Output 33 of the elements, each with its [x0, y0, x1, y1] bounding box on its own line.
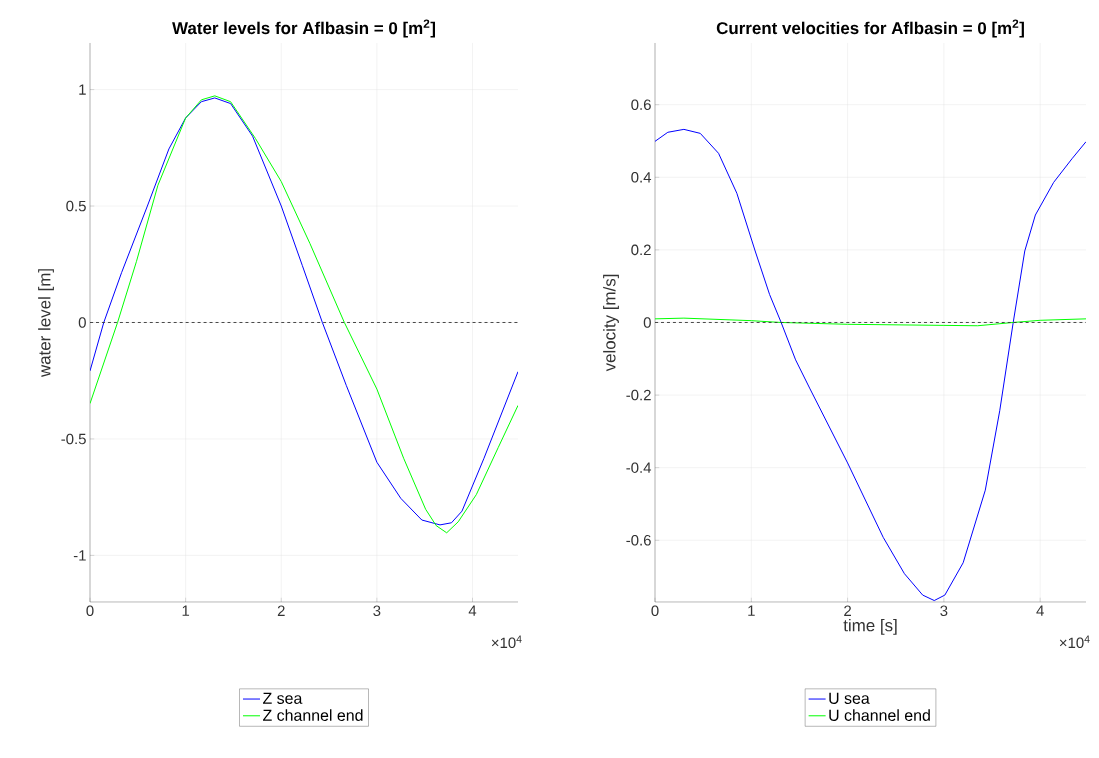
y-tick-label: 0.4	[631, 171, 652, 183]
text: ×10$^{4}$	[491, 635, 522, 649]
x-tick-label: 0	[86, 605, 94, 617]
y-tick-label: -0.6	[626, 534, 651, 546]
y-tick-label: 0.2	[631, 244, 651, 256]
x-tick-label: 1	[748, 605, 755, 616]
x-tick-label: 4	[1036, 605, 1044, 616]
line-series	[655, 317, 1087, 327]
y-axis-title: water level [m]	[38, 269, 54, 378]
x-tick-label: 2	[844, 605, 851, 616]
y-tick-label: -0.2	[626, 389, 651, 401]
y-tick-label: 0.5	[66, 200, 86, 212]
legend-label: U sea	[829, 692, 870, 704]
y-tick-label: 0	[643, 317, 651, 328]
x-tick-label: 4	[468, 605, 477, 616]
legend-label: Z channel end	[263, 709, 363, 721]
legend-label: U channel end	[829, 709, 930, 721]
x-tick-label: 2	[277, 605, 285, 616]
y-tick-label: -0.5	[61, 433, 86, 445]
y-axis-title: velocity [m/s]	[603, 274, 619, 372]
legend-label: Z sea	[263, 692, 303, 704]
y-tick-label: 0.6	[631, 99, 651, 110]
x-axis-title: time [s]	[843, 618, 897, 635]
x-tick-label: 3	[373, 605, 381, 617]
y-tick-label: 1	[79, 84, 86, 95]
chart-title: Current velocities for Aflbasin = 0 [m$^{2}$]	[716, 19, 1024, 38]
y-tick-label: -0.4	[626, 462, 652, 473]
y-tick-label: -1	[73, 550, 86, 561]
x-tick-label: 3	[940, 605, 948, 617]
chart-title: Water levels for Aflbasin = 0 [m$^{2}$]	[172, 19, 435, 38]
x-tick-label: 1	[182, 605, 190, 616]
text: ×10$^{4}$	[1059, 635, 1090, 649]
y-tick-label: 0	[78, 317, 86, 328]
